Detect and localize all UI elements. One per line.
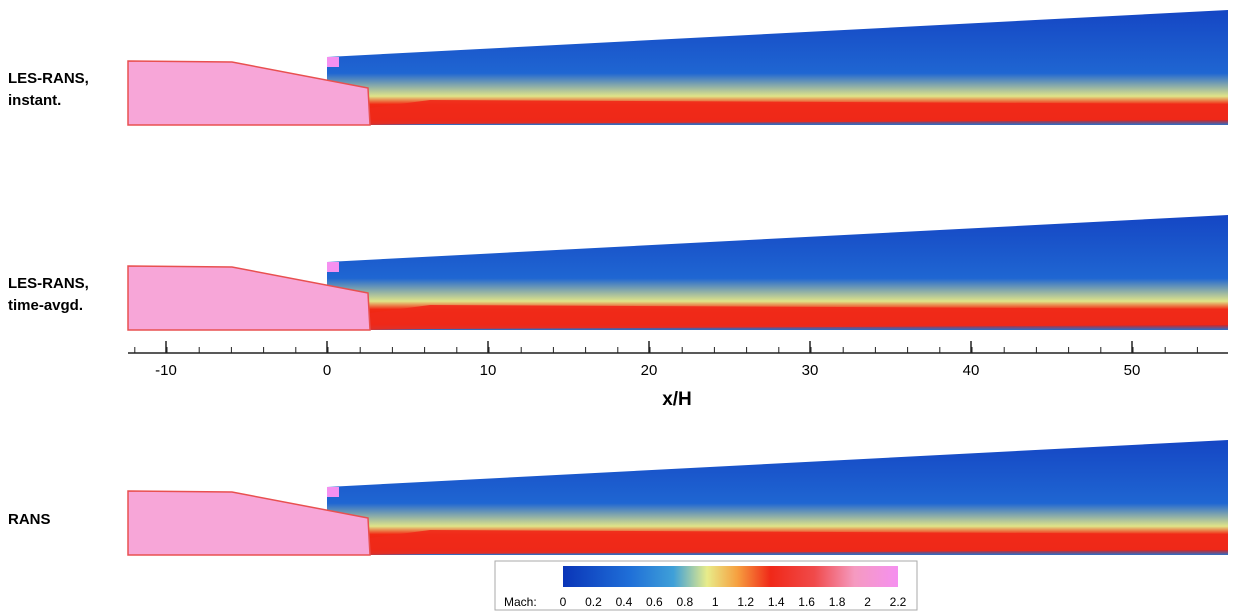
- panel-label: LES-RANS,: [8, 275, 89, 292]
- colorbar-tick-label: 1.4: [768, 595, 785, 609]
- colorbar-tick-label: 1.6: [798, 595, 815, 609]
- lip: [327, 262, 339, 272]
- panel-label: LES-RANS,: [8, 70, 89, 87]
- channel: [327, 440, 1228, 555]
- jet-core: [365, 100, 1228, 125]
- axis-label: x/H: [662, 389, 692, 410]
- colorbar-tick-label: 1.2: [737, 595, 754, 609]
- tick-label: 20: [641, 362, 658, 379]
- tick-label: 30: [802, 362, 819, 379]
- panel-label: instant.: [8, 92, 61, 109]
- colorbar-tick-label: 0.8: [676, 595, 693, 609]
- panels: LES-RANS, instant. LES-RANS, time-avgd. RANS: [8, 10, 1228, 556]
- colorbar-tick-label: 0.6: [646, 595, 663, 609]
- lip: [327, 57, 339, 67]
- colorbar: Mach: 0 0.2 0.4 0.6 0.8 1 1.2 1.4 1.6 1.8 2 2.2: [494, 560, 918, 611]
- panel-label: time-avgd.: [8, 297, 83, 314]
- jet-core: [365, 530, 1228, 555]
- tick-label: -10: [155, 362, 177, 379]
- colorbar-tick-label: 0.2: [585, 595, 602, 609]
- flow-panel: LES-RANS, time-avgd.: [8, 215, 1228, 331]
- colorbar-tick-label: 0: [560, 595, 567, 609]
- colorbar-tick-label: 2: [864, 595, 871, 609]
- colorbar-tick-label: 2.2: [890, 595, 907, 609]
- colorbar-tick-label: 0.4: [616, 595, 633, 609]
- lip: [327, 487, 339, 497]
- channel: [327, 10, 1228, 125]
- tick-label: 10: [480, 362, 497, 379]
- jet-core: [365, 305, 1228, 330]
- colorbar-gradient: [563, 566, 898, 587]
- nozzle: [127, 490, 371, 556]
- tick-label: 40: [963, 362, 980, 379]
- nozzle: [127, 60, 371, 126]
- channel: [327, 215, 1228, 330]
- tick-label: 0: [323, 362, 331, 379]
- flow-panel: LES-RANS, instant.: [8, 10, 1228, 126]
- colorbar-tick-label: 1: [712, 595, 719, 609]
- flow-panel: RANS: [8, 440, 1228, 556]
- tick-label: 50: [1124, 362, 1141, 379]
- x-axis: x/H -10 0 10 20 30 40 50: [128, 341, 1228, 410]
- panel-label: RANS: [8, 511, 51, 528]
- colorbar-label: Mach:: [504, 595, 537, 609]
- nozzle: [127, 265, 371, 331]
- colorbar-tick-label: 1.8: [829, 595, 846, 609]
